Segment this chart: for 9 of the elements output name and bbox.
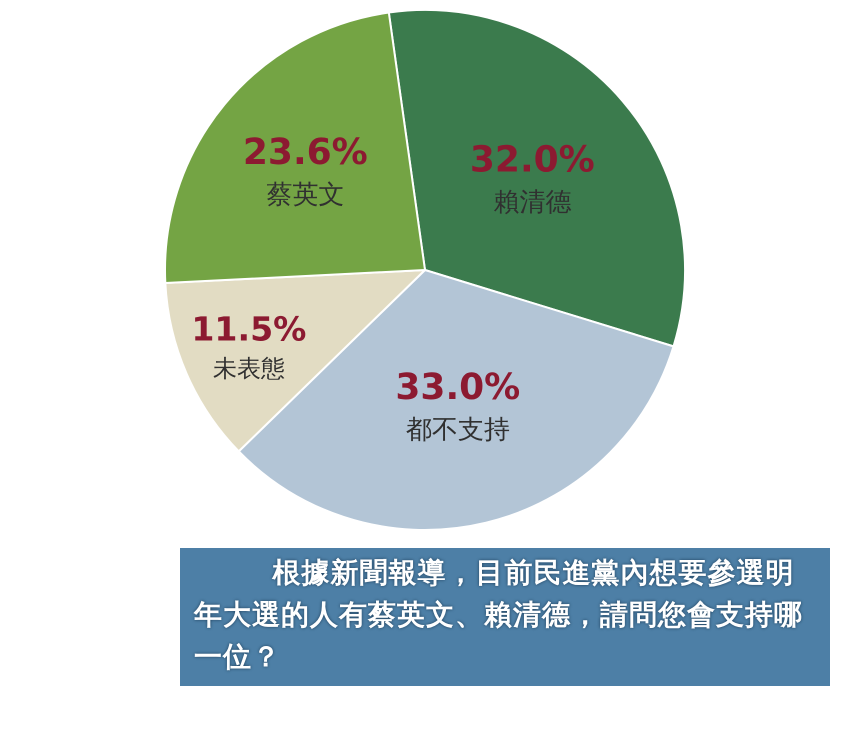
slice-label: 蔡英文 — [266, 180, 344, 210]
slice-label: 都不支持 — [406, 414, 510, 445]
data-label: 23.6% — [242, 132, 368, 174]
slice-label: 賴清德 — [493, 188, 572, 218]
data-label: 11.5% — [191, 309, 306, 348]
data-label: 32.0% — [470, 140, 595, 180]
slice-label: 未表態 — [212, 354, 285, 382]
text: 根據新聞報導，目前民進黨內想要參選明年大選的人有蔡英文、賴清德，請問您會支持哪一位？ — [180, 548, 830, 686]
data-label: 33.0% — [395, 366, 520, 408]
